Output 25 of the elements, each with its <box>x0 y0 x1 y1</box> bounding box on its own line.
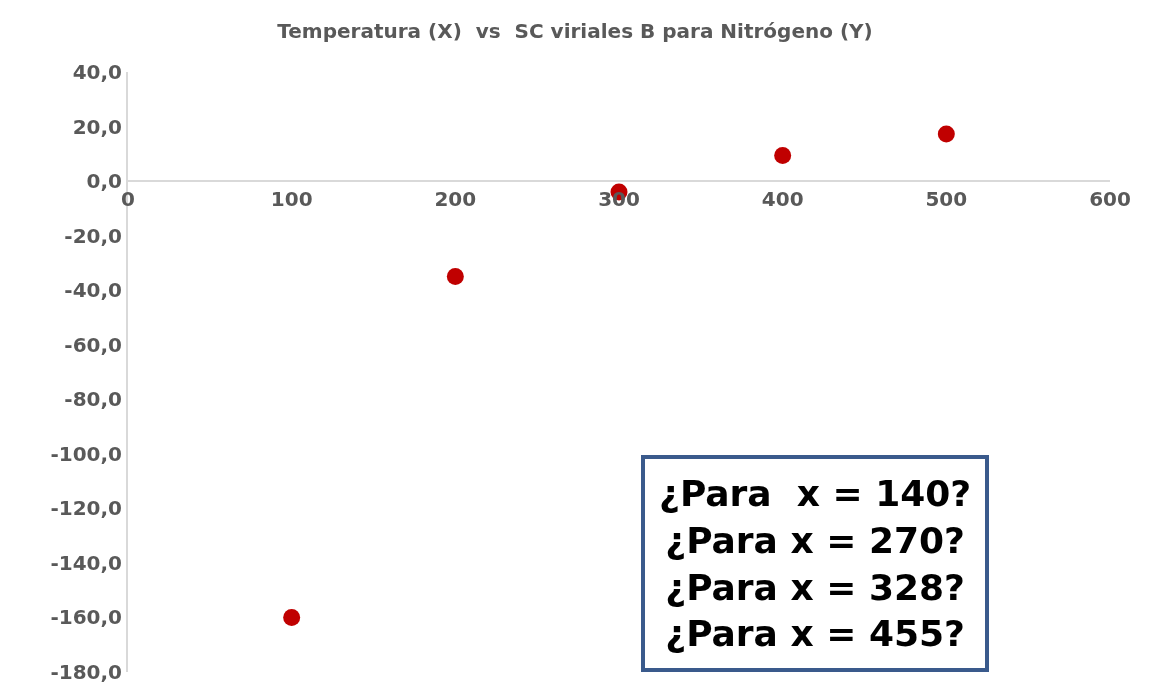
x-tick-label: 300 <box>598 187 640 212</box>
annotation: ¿Para x = 140? ¿Para x = 270? ¿Para x = 328? ¿Para x = 455? <box>659 473 972 655</box>
y-tick-label: -100,0 <box>50 441 122 466</box>
y-tick-label: -120,0 <box>50 496 122 521</box>
x-tick-label: 400 <box>761 187 804 212</box>
point <box>446 268 464 286</box>
y-tick-label: -160,0 <box>50 605 122 630</box>
x-tick-label: 200 <box>434 187 477 212</box>
y-tick-label: -180,0 <box>50 660 122 684</box>
point <box>774 146 792 164</box>
chart-title: Temperatura (X) vs SC viriales B para Nitrógeno (Y) <box>277 19 873 44</box>
y-tick-label: 20,0 <box>72 114 122 139</box>
x-tick-label: 500 <box>925 187 968 212</box>
point <box>283 608 301 626</box>
y-tick-label: -80,0 <box>64 387 122 412</box>
y-tick-label: 40,0 <box>72 60 122 84</box>
y-tick-label: -140,0 <box>50 550 122 575</box>
x-tick-label: 600 <box>1089 187 1131 212</box>
y-tick-label: -20,0 <box>64 223 122 248</box>
y-tick-label: -40,0 <box>64 278 122 303</box>
point <box>937 125 955 143</box>
y-tick-label: 0,0 <box>86 169 122 194</box>
x-tick-label: 0 <box>121 187 135 212</box>
y-tick-label: -60,0 <box>64 332 122 357</box>
x-tick-label: 100 <box>270 187 313 212</box>
